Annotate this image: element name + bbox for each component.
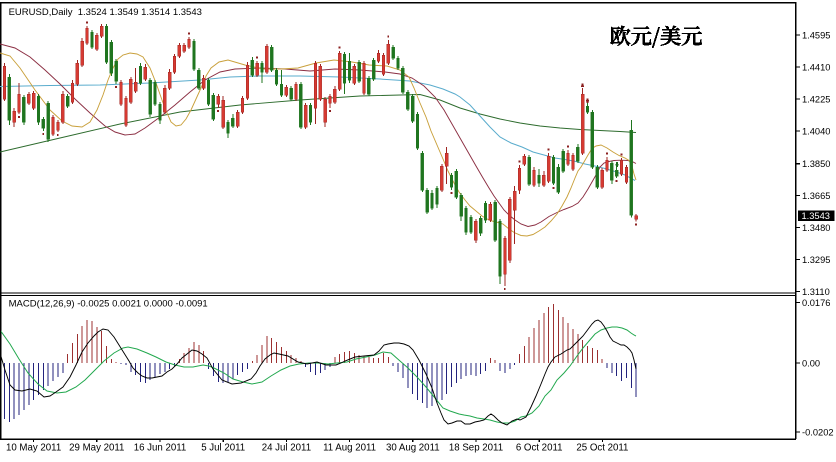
svg-text:1.4410: 1.4410 — [802, 62, 830, 72]
svg-text:18 Sep 2011: 18 Sep 2011 — [449, 443, 503, 454]
svg-text:25 Oct 2011: 25 Oct 2011 — [576, 443, 628, 454]
svg-text:1.4225: 1.4225 — [802, 94, 830, 104]
svg-text:1.3543: 1.3543 — [802, 211, 830, 221]
svg-text:MACD(12,26,9) -0.0025 0.0021 0: MACD(12,26,9) -0.0025 0.0021 0.0000 -0.0… — [9, 299, 208, 310]
svg-text:1.3480: 1.3480 — [802, 223, 830, 233]
svg-text:-0.0202: -0.0202 — [802, 427, 834, 437]
svg-text:6 Oct 2011: 6 Oct 2011 — [516, 443, 563, 454]
svg-text:24 Jul 2011: 24 Jul 2011 — [262, 443, 311, 454]
svg-text:5 Jul 2011: 5 Jul 2011 — [201, 443, 245, 454]
svg-text:29 May 2011: 29 May 2011 — [69, 443, 124, 454]
svg-text:1.4040: 1.4040 — [802, 126, 830, 136]
svg-text:0.0176: 0.0176 — [802, 298, 830, 308]
svg-text:1.4595: 1.4595 — [802, 30, 830, 40]
svg-text:10 May 2011: 10 May 2011 — [6, 443, 61, 454]
svg-text:11 Aug 2011: 11 Aug 2011 — [323, 443, 376, 454]
svg-text:1.3295: 1.3295 — [802, 255, 830, 265]
svg-text:1.3850: 1.3850 — [802, 159, 830, 169]
svg-text:EURUSD,Daily 1.3524 1.3549 1.: EURUSD,Daily 1.3524 1.3549 1.3514 1.3543 — [9, 7, 202, 18]
svg-text:30 Aug 2011: 30 Aug 2011 — [386, 443, 440, 454]
svg-text:0.00: 0.00 — [802, 358, 820, 368]
svg-text:16 Jun 2011: 16 Jun 2011 — [134, 443, 187, 454]
svg-text:1.3665: 1.3665 — [802, 191, 830, 201]
svg-text:1.3110: 1.3110 — [802, 287, 830, 297]
